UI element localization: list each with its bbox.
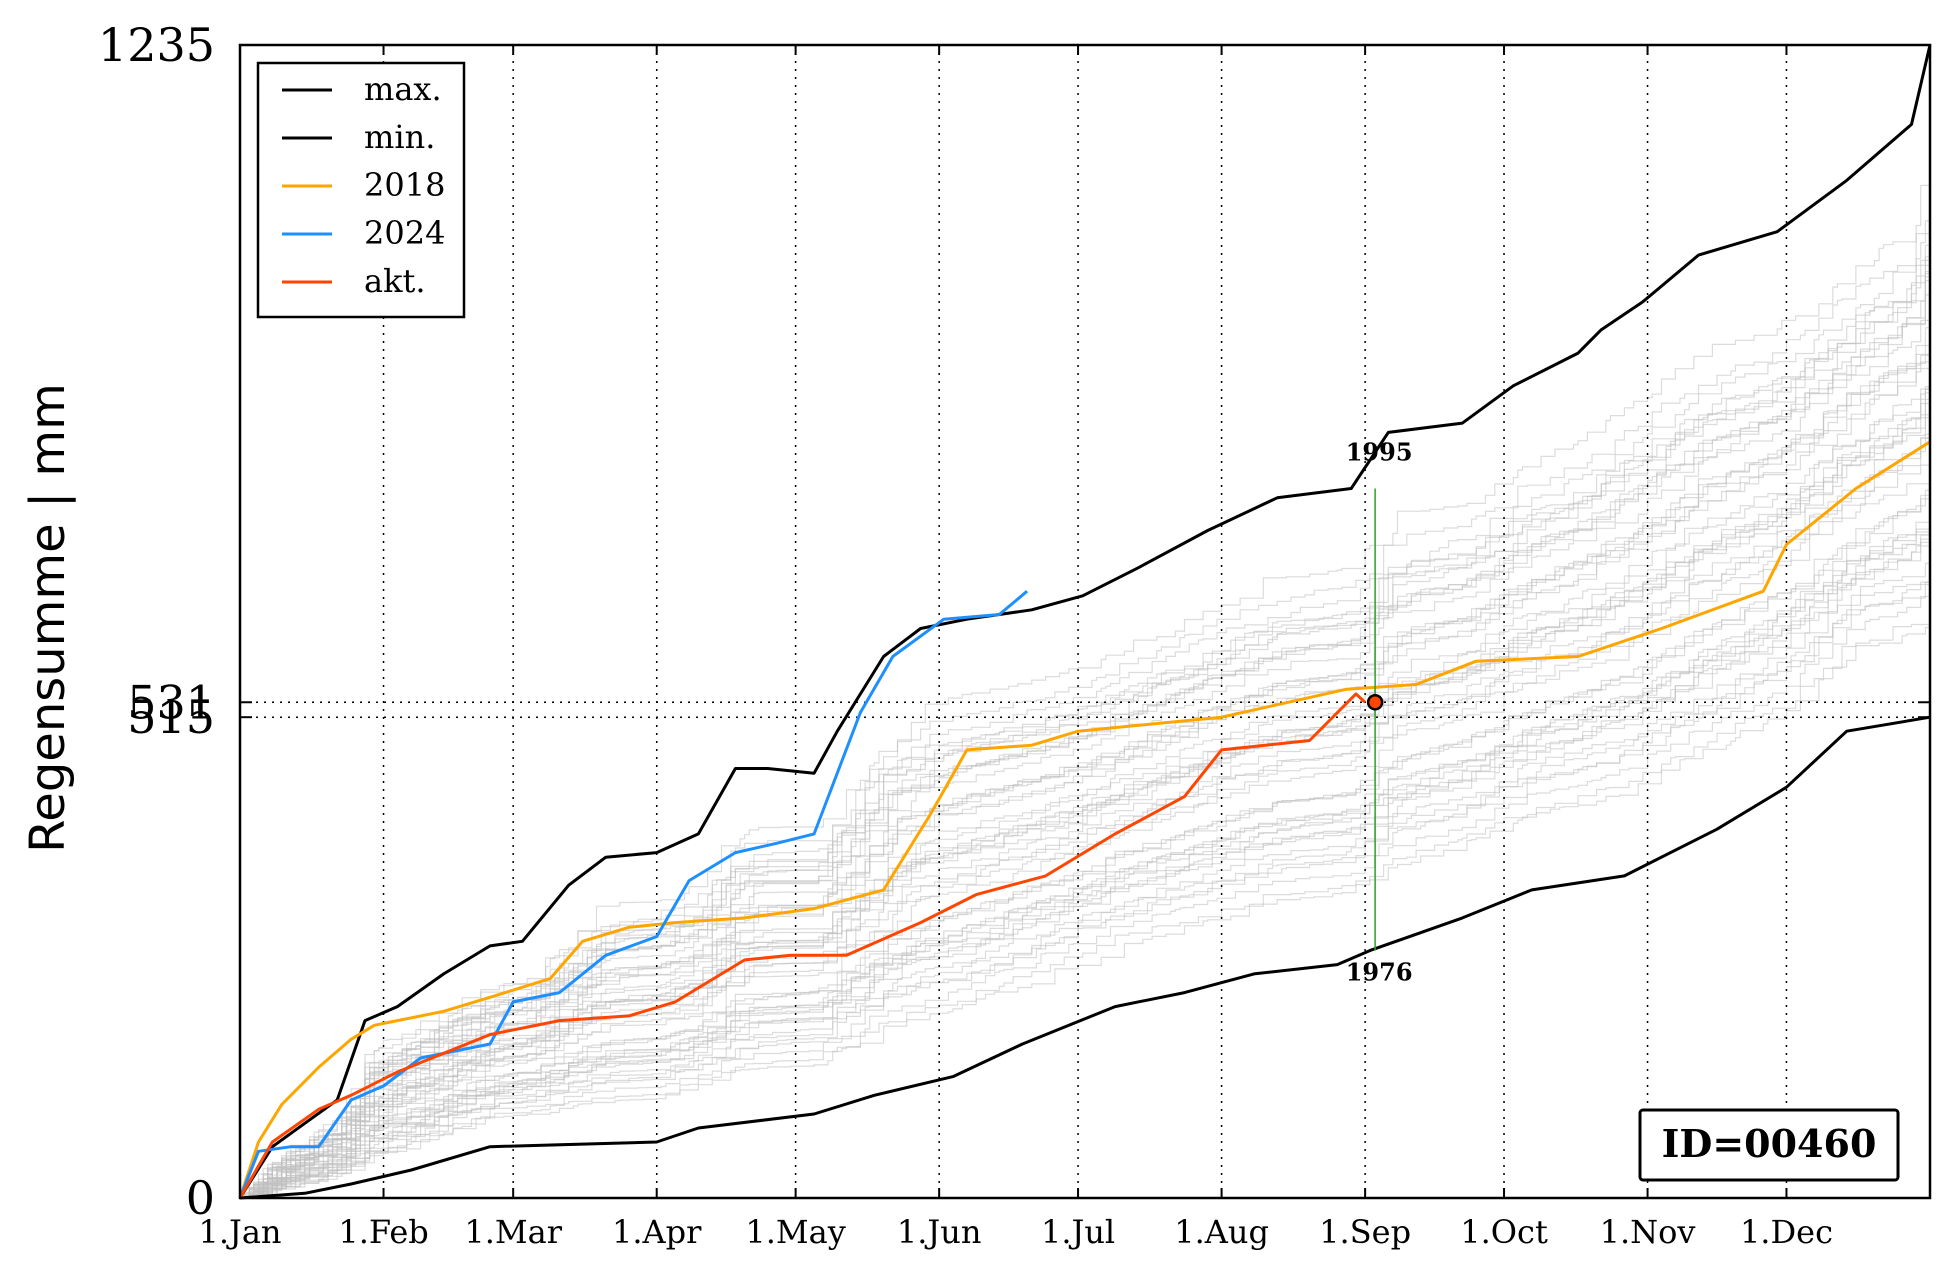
historical-year-line (240, 418, 1931, 1199)
historical-year-line (240, 420, 1931, 1199)
historical-year-line (240, 530, 1931, 1199)
x-tick-label: 1.Sep (1319, 1213, 1411, 1251)
axis-ticks: 1.Jan 1.Feb 1.Mar 1.Apr 1.May 1.Jun 1.Jul 1.Aug… (98, 18, 1930, 1251)
historical-year-line (240, 502, 1931, 1199)
legend-label: 2024 (364, 214, 445, 252)
historical-year-line (240, 551, 1931, 1199)
grid (240, 45, 1930, 1198)
historical-year-line (240, 196, 1931, 1199)
legend-label: min. (364, 118, 435, 156)
historical-year-line (240, 479, 1931, 1199)
y-axis-label: Regensumme | mm (20, 383, 76, 853)
x-tick-label: 1.Nov (1600, 1213, 1696, 1251)
series-line-2024 (238, 590, 1029, 1199)
historical-year-line (240, 374, 1931, 1199)
historical-year-line (240, 237, 1931, 1199)
plot-frame (238, 43, 1932, 1200)
historical-year-line (240, 571, 1931, 1199)
historical-year-line (240, 566, 1931, 1199)
historical-year-line (240, 300, 1931, 1199)
legend-label: max. (364, 70, 442, 108)
historical-year-line (240, 536, 1931, 1199)
historical-year-line (240, 524, 1931, 1199)
historical-year-line (240, 621, 1931, 1199)
legend-label: 2018 (364, 166, 445, 204)
historical-year-line (240, 233, 1931, 1199)
x-tick-label: 1.Feb (338, 1213, 428, 1251)
highlighted-series (238, 44, 1932, 1200)
annotations: 1995 1976 (1346, 437, 1413, 986)
x-tick-label: 1.Jan (198, 1213, 281, 1251)
series-line-akt (238, 692, 1367, 1199)
y-tick-label: 531 (127, 675, 215, 729)
historical-year-line (240, 153, 1931, 1199)
y-tick-label: 1235 (98, 18, 215, 72)
x-tick-label: 1.Oct (1460, 1213, 1548, 1251)
series-line-min (239, 715, 1931, 1200)
id-box-frame (1638, 1108, 1900, 1182)
current-value-marker (1366, 694, 1384, 711)
x-tick-label: 1.Mar (464, 1213, 562, 1251)
series-line-2018 (238, 440, 1931, 1199)
historical-year-line (240, 259, 1931, 1199)
x-tick-label: 1.Apr (612, 1213, 702, 1251)
legend: max. min. 2018 2024 akt. (256, 61, 466, 319)
historical-year-line (240, 214, 1931, 1199)
id-box: ID=00460 (1638, 1108, 1900, 1182)
historical-year-line (240, 398, 1931, 1199)
historical-year-line (240, 422, 1931, 1199)
historical-year-line (240, 475, 1931, 1199)
historical-year-line (240, 390, 1931, 1199)
legend-box (256, 61, 466, 319)
x-tick-label: 1.Jul (1041, 1213, 1115, 1251)
x-tick-label: 1.Aug (1174, 1213, 1269, 1251)
historical-year-line (240, 593, 1931, 1199)
annotation-label: 1995 (1346, 437, 1413, 466)
historical-year-line (240, 356, 1931, 1199)
x-tick-label: 1.May (745, 1213, 845, 1251)
y-tick-label: 0 (186, 1171, 215, 1225)
y-tick-label: 515 (127, 690, 215, 744)
x-tick-label: 1.Jun (897, 1213, 982, 1251)
legend-label: akt. (364, 262, 426, 300)
historical-year-line (240, 370, 1931, 1199)
historical-year-line (240, 517, 1931, 1199)
historical-year-line (240, 478, 1931, 1199)
historical-year-line (240, 444, 1931, 1199)
historical-year-line (240, 519, 1931, 1199)
historical-year-line (240, 305, 1931, 1199)
historical-year-line (240, 174, 1931, 1199)
series-line-max (238, 44, 1932, 1199)
historical-year-line (240, 339, 1931, 1199)
historical-year-line (240, 539, 1931, 1199)
annotation-label: 1976 (1346, 958, 1413, 987)
id-box-label: ID=00460 (1662, 1121, 1877, 1166)
historical-years-lines (240, 153, 1931, 1199)
historical-year-line (240, 381, 1931, 1199)
x-tick-label: 1.Dec (1740, 1213, 1833, 1251)
historical-year-line (240, 268, 1931, 1199)
historical-year-line (240, 385, 1931, 1199)
historical-year-line (240, 326, 1931, 1199)
